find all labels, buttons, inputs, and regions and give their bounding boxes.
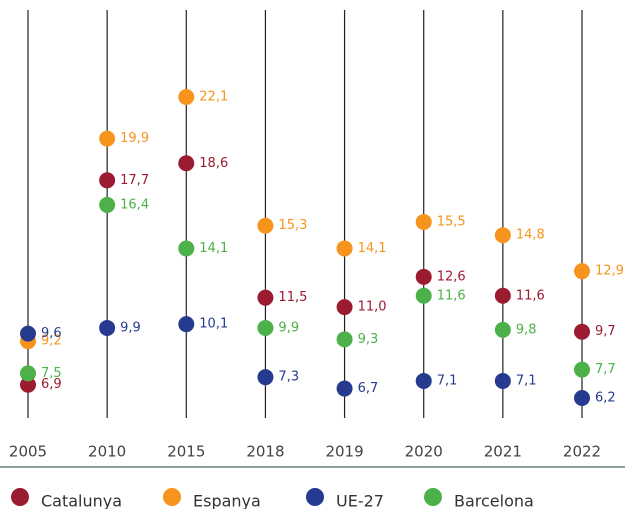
dot <box>574 263 590 280</box>
legend-label: UE-27 <box>336 492 384 509</box>
dot <box>20 365 36 382</box>
dot <box>336 240 353 257</box>
x-tick-label: 2019 <box>325 443 363 461</box>
value-label: 9,6 <box>41 326 62 341</box>
dot <box>20 325 36 342</box>
value-label: 11,6 <box>516 288 545 303</box>
value-label: 6,9 <box>41 377 62 392</box>
dot <box>257 319 274 336</box>
dot <box>257 369 274 386</box>
value-label: 19,9 <box>120 131 149 146</box>
dot <box>178 155 195 172</box>
value-label: 18,6 <box>199 156 228 171</box>
dot <box>336 299 353 316</box>
dot <box>574 361 590 378</box>
dot <box>574 323 590 340</box>
value-label: 9,3 <box>358 332 379 347</box>
x-tick-label: 2022 <box>563 443 601 461</box>
dot <box>178 89 195 105</box>
dot <box>20 376 36 393</box>
dot <box>99 319 116 336</box>
dot <box>257 217 274 234</box>
value-label: 7,3 <box>278 370 299 385</box>
value-label: 14,8 <box>516 228 545 243</box>
legend-label: Barcelona <box>454 492 534 509</box>
dot <box>336 380 353 397</box>
value-label: 22,1 <box>199 90 228 105</box>
dot <box>415 213 432 230</box>
value-label: 9,8 <box>516 322 537 337</box>
legend-marker <box>163 488 181 506</box>
value-label: 11,6 <box>437 288 466 303</box>
legend-marker <box>424 488 442 506</box>
value-label: 7,1 <box>516 373 537 388</box>
dot <box>574 390 590 406</box>
value-label: 14,1 <box>358 241 387 256</box>
dot <box>99 172 116 189</box>
value-label: 7,7 <box>595 362 616 377</box>
value-label: 16,4 <box>120 197 149 212</box>
value-label: 9,9 <box>120 320 141 335</box>
dot <box>415 268 432 285</box>
value-label: 9,7 <box>595 324 616 339</box>
dot <box>494 372 511 389</box>
value-label: 6,2 <box>595 391 616 406</box>
dot <box>178 316 195 333</box>
value-label: 17,7 <box>120 173 149 188</box>
dot <box>99 130 116 147</box>
value-label: 15,3 <box>278 218 307 233</box>
dot <box>336 331 353 348</box>
value-label: 14,1 <box>199 241 228 256</box>
x-tick-label: 2018 <box>246 443 284 461</box>
value-label: 7,5 <box>41 366 62 381</box>
x-tick-label: 2010 <box>88 443 126 461</box>
value-label: 9,2 <box>41 334 62 349</box>
dot <box>178 240 195 257</box>
dot <box>99 196 116 213</box>
legend-marker <box>11 488 29 506</box>
dot <box>494 227 511 244</box>
dot <box>415 372 432 389</box>
legend-label: Catalunya <box>41 492 122 509</box>
value-label: 9,9 <box>278 320 299 335</box>
x-tick-label: 2015 <box>167 443 205 461</box>
value-label: 12,6 <box>437 269 466 284</box>
value-label: 11,5 <box>278 290 307 305</box>
x-tick-label: 2021 <box>484 443 522 461</box>
legend-marker <box>306 488 324 506</box>
x-tick-label: 2005 <box>9 443 47 461</box>
value-label: 6,7 <box>358 381 379 396</box>
value-label: 7,1 <box>437 373 458 388</box>
dot <box>494 287 511 304</box>
x-tick-label: 2020 <box>405 443 443 461</box>
dot <box>494 321 511 338</box>
dot <box>257 289 274 306</box>
value-label: 12,9 <box>595 264 624 279</box>
legend-label: Espanya <box>193 492 261 509</box>
value-label: 10,1 <box>199 317 228 332</box>
dot <box>415 287 432 304</box>
value-label: 11,0 <box>358 300 387 315</box>
value-label: 15,5 <box>437 214 466 229</box>
